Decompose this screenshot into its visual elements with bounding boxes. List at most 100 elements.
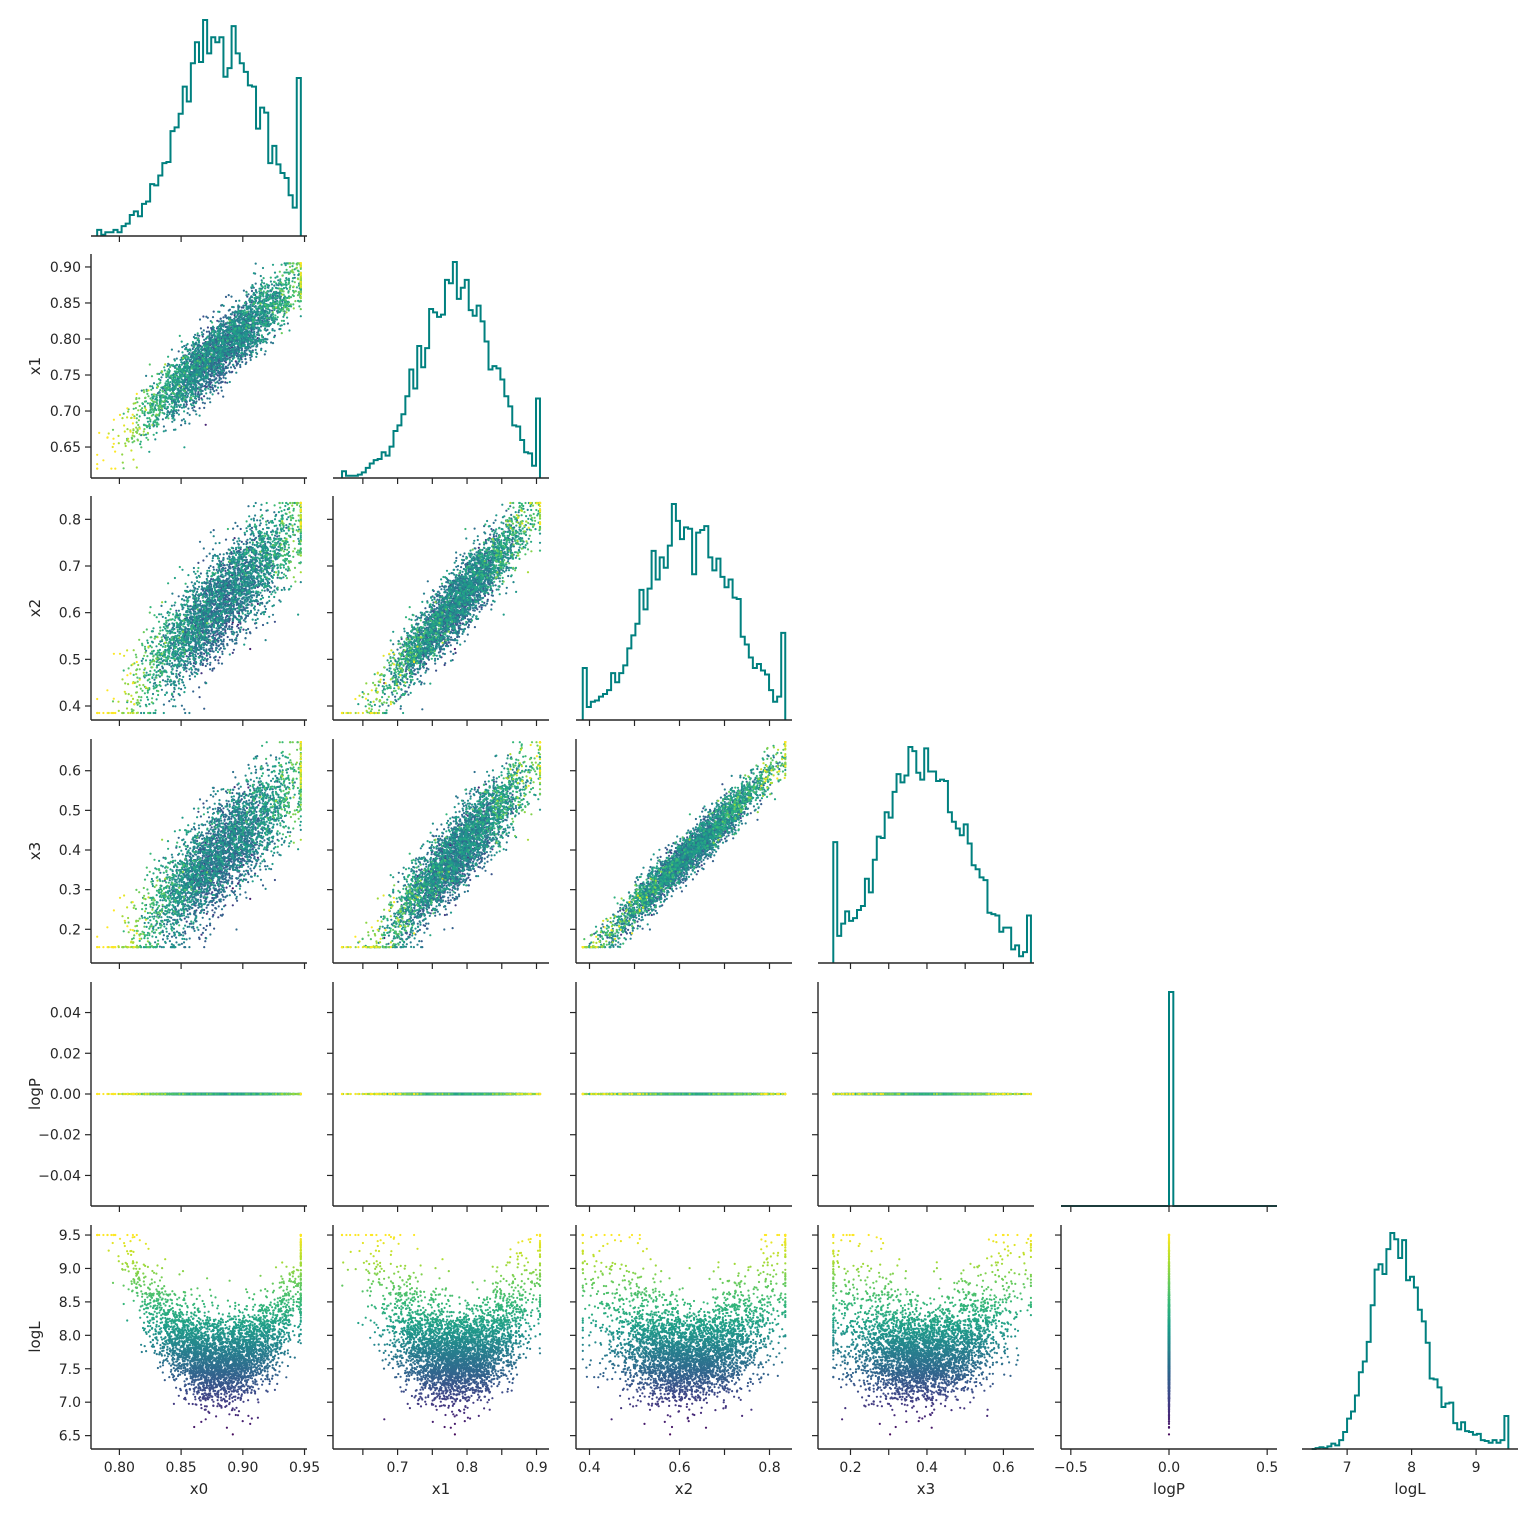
scatter-point [230, 354, 232, 356]
scatter-point [178, 350, 180, 352]
scatter-point [212, 316, 214, 318]
scatter-point [225, 315, 227, 317]
scatter-point [212, 387, 214, 389]
scatter-point [189, 414, 191, 416]
scatter-point [272, 342, 274, 344]
scatter-point [209, 338, 211, 340]
scatter-point [218, 374, 220, 376]
scatter-point [177, 409, 179, 411]
scatter-point [215, 363, 217, 365]
scatter-point [247, 293, 249, 295]
scatter-point [236, 364, 238, 366]
scatter-point [235, 300, 237, 302]
scatter-point [203, 329, 205, 331]
scatter-point [207, 326, 209, 328]
scatter-point [213, 379, 215, 381]
scatter-point [181, 419, 183, 421]
scatter-point [209, 380, 211, 382]
scatter-point [163, 425, 165, 427]
scatter-point [162, 418, 164, 420]
histogram-x0 [97, 20, 301, 236]
scatter-point [213, 390, 215, 392]
scatter-point [204, 402, 206, 404]
scatter-point [201, 385, 203, 387]
scatter-point [215, 389, 217, 391]
scatter-point [229, 371, 231, 373]
scatter-point [243, 290, 245, 292]
scatter-point [203, 407, 205, 409]
scatter-point [192, 348, 194, 350]
scatter-point [198, 398, 200, 400]
scatter-point [264, 353, 266, 355]
scatter-point [209, 398, 211, 400]
scatter-point [225, 333, 227, 335]
scatter-point [223, 377, 225, 379]
scatter-point [266, 329, 268, 331]
scatter-point [224, 381, 226, 383]
scatter-point [221, 390, 223, 392]
scatter-point [226, 382, 228, 384]
scatter-point [287, 322, 289, 324]
scatter-point [235, 362, 237, 364]
scatter-point [228, 309, 230, 311]
scatter-point [199, 407, 201, 409]
scatter-point [199, 318, 201, 320]
scatter-point [225, 296, 227, 298]
scatter-point [209, 334, 211, 336]
scatter-point [241, 349, 243, 351]
scatter-point [192, 402, 194, 404]
scatter-point [217, 392, 219, 394]
scatter-point [210, 375, 212, 377]
scatter-point [207, 381, 209, 383]
scatter-point [237, 318, 239, 320]
scatter-point [213, 311, 215, 313]
scatter-point [209, 389, 211, 391]
scatter-point [186, 404, 188, 406]
scatter-point [203, 395, 205, 397]
scatter-point [218, 382, 220, 384]
scatter-point [198, 344, 200, 346]
scatter-point [210, 391, 212, 393]
scatter-point [222, 396, 224, 398]
scatter-point [194, 394, 196, 396]
scatter-point [225, 322, 227, 324]
scatter-point [187, 408, 189, 410]
scatter-point [198, 335, 200, 337]
scatter-point [206, 397, 208, 399]
scatter-point [273, 285, 275, 287]
scatter-point [187, 412, 189, 414]
scatter-point [205, 424, 207, 426]
scatter-point [270, 341, 272, 343]
scatter-point [251, 290, 253, 292]
scatter-point [220, 386, 222, 388]
scatter-point [239, 364, 241, 366]
scatter-point [241, 361, 243, 363]
scatter-point [200, 327, 202, 329]
scatter-point [260, 325, 262, 327]
scatter-point [205, 380, 207, 382]
scatter-point [194, 334, 196, 336]
scatter-point [176, 412, 178, 414]
scatter-point [227, 364, 229, 366]
scatter-point [234, 367, 236, 369]
scatter-point [222, 320, 224, 322]
scatter-point [205, 316, 207, 318]
scatter-point [239, 366, 241, 368]
scatter-point [204, 385, 206, 387]
scatter-point [230, 366, 232, 368]
scatter-point [222, 316, 224, 318]
scatter-point [218, 320, 220, 322]
scatter-point [224, 353, 226, 355]
scatter-point [230, 296, 232, 298]
scatter-point [208, 384, 210, 386]
scatter-point [202, 402, 204, 404]
scatter-point [208, 331, 210, 333]
scatter-point [239, 355, 241, 357]
scatter-point [225, 367, 227, 369]
scatter-point [210, 364, 212, 366]
scatter-point [206, 331, 208, 333]
scatter-point [202, 315, 204, 317]
scatter-point [244, 350, 246, 352]
scatter-point [180, 424, 182, 426]
